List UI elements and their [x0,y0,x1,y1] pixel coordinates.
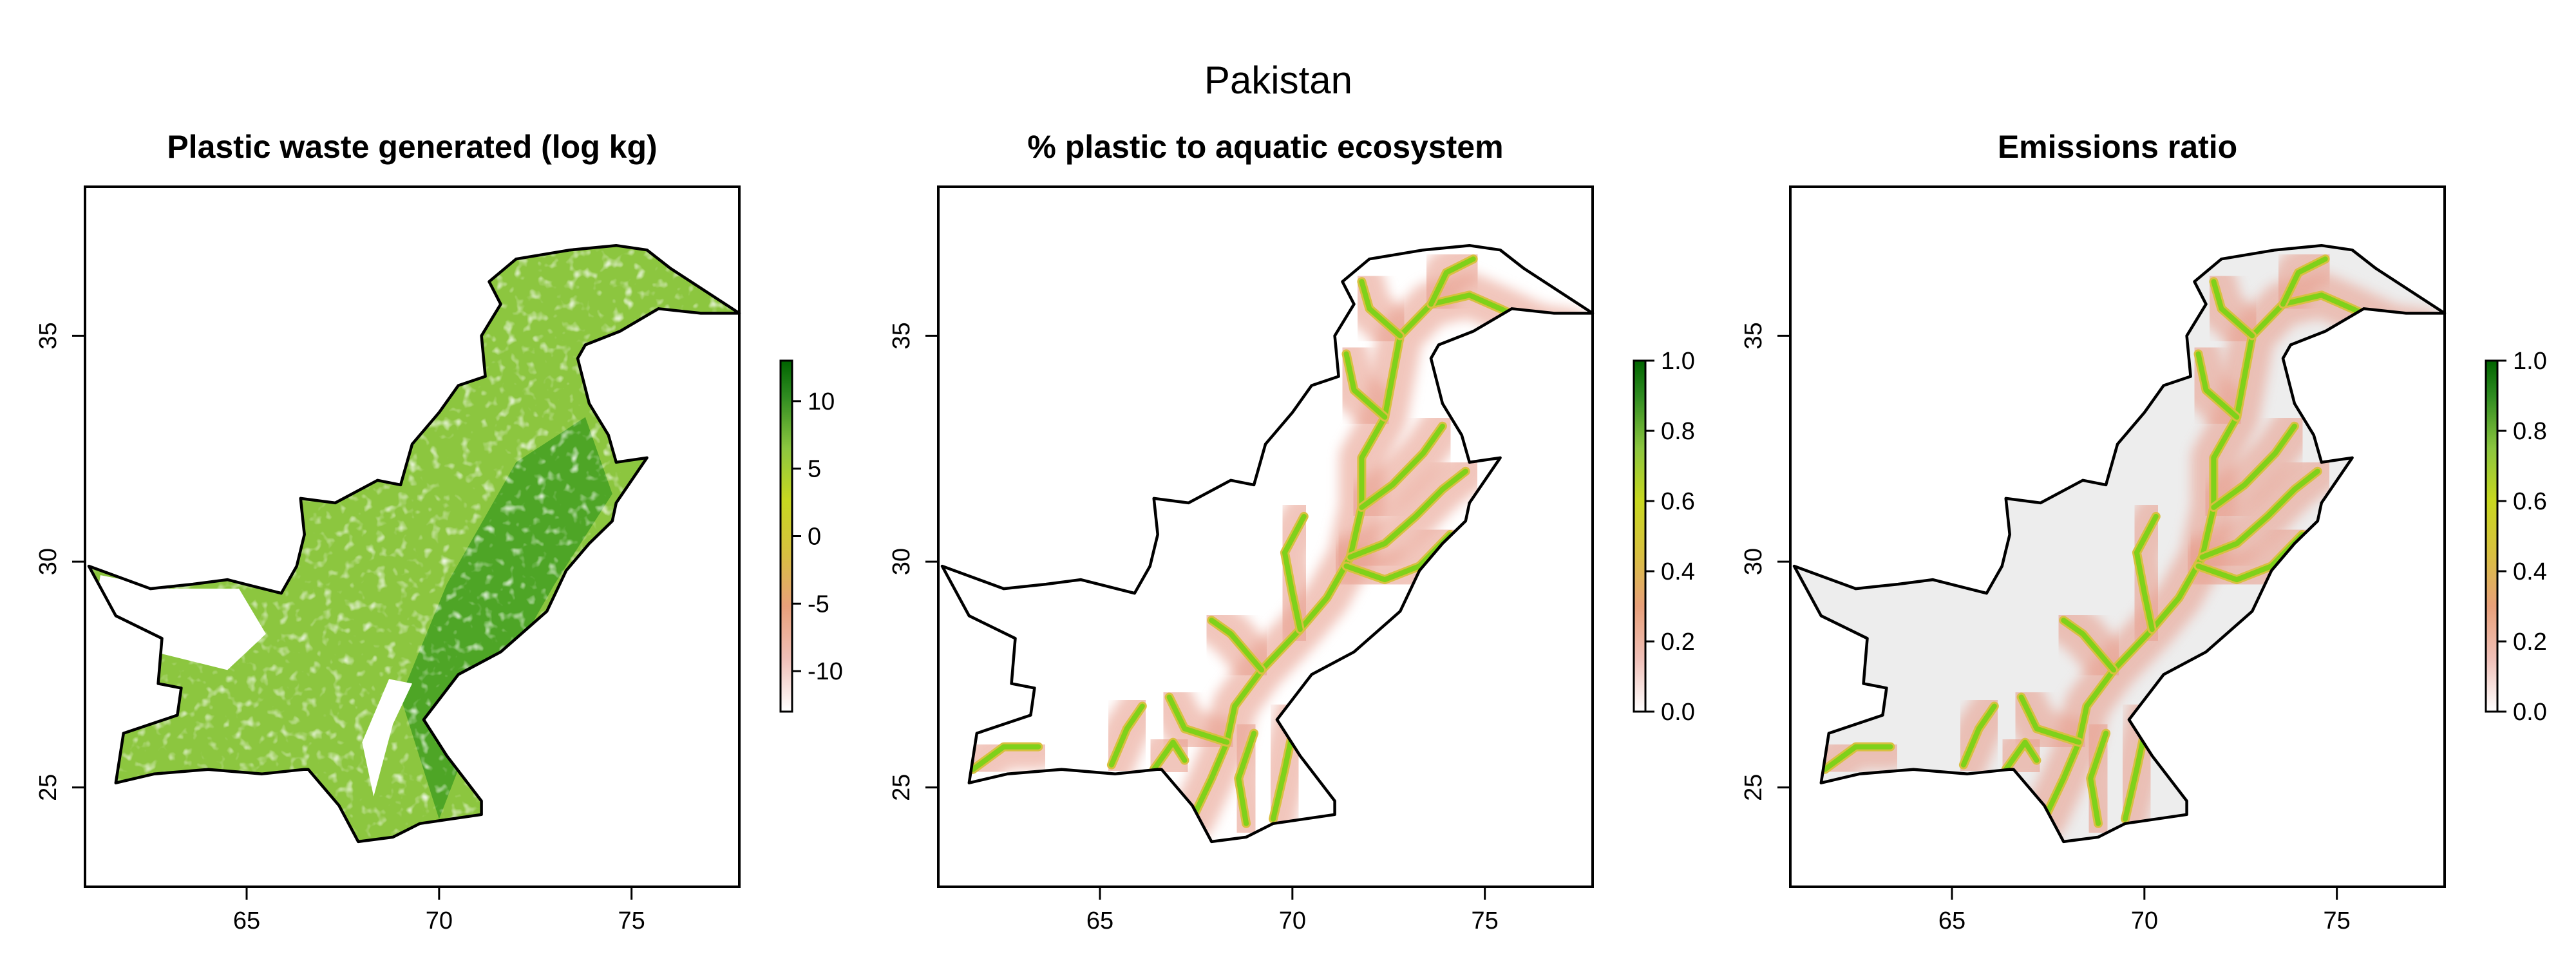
figure-title: Pakistan [1204,59,1352,102]
desert-gap [362,679,412,797]
plot-frame [937,185,1594,888]
legend-tick-label: 0.2 [1661,629,1695,656]
country-border [940,243,1595,844]
panel-1: Plastic waste generated (log kg) 65 70 75 25… [35,129,843,934]
plot-frame [84,185,741,888]
y-tick-label: 30 [888,548,915,575]
legend-tick-label: 0.8 [1661,418,1695,445]
river-line [1108,703,1145,768]
river-line [2088,730,2109,826]
y-tick-label: 25 [888,774,915,801]
river-line [1166,694,1230,745]
legend-tick-label: -10 [808,658,843,685]
legend-colorbar [1633,359,1647,713]
map-raster [89,245,739,842]
legend-tick-label: 1.0 [1661,348,1695,375]
river-line [1359,279,1403,339]
legend-tick-label: 10 [808,388,835,415]
river-line [2003,739,2040,772]
legend-tick-label: 0.0 [2513,699,2547,726]
country-border [1792,243,2447,844]
river-line [1960,703,1997,768]
map-raster [1794,245,2445,842]
river-line [1236,730,1257,826]
river-line [1151,739,1188,772]
x-tick-label: 75 [2324,907,2351,934]
legend-tick-label: 0.8 [2513,418,2547,445]
y-tick-label: 35 [35,322,62,349]
river-line [1343,351,1388,420]
legend-tick-label: 0.2 [2513,629,2547,656]
river-line [2041,292,2425,822]
river-line [2280,256,2328,307]
sparse-areas [89,245,739,842]
x-tick-label: 65 [1938,907,1965,934]
river-line [1822,744,1893,772]
river-line [2211,279,2255,339]
legend-tick-label: 0.0 [1661,699,1695,726]
legend-tick-label: 0 [808,524,821,551]
river-line [1209,618,1264,673]
panels: Plastic waste generated (log kg) 65 70 75 25… [35,129,2547,934]
x-tick-label: 75 [1472,907,1499,934]
legend-tick-label: 1.0 [2513,348,2547,375]
panel-title: Plastic waste generated (log kg) [167,129,657,165]
y-tick-label: 35 [888,322,915,349]
x-tick-label: 65 [1086,907,1113,934]
legend-tick-label: 0.6 [1661,488,1695,515]
river-line [2199,468,2320,560]
river-line [970,744,1041,772]
panel-2: % plastic to aquatic ecosystem 65 70 75 25 30… [888,129,1695,934]
country-border [87,243,741,844]
river-line [1282,513,1307,632]
y-tick-label: 25 [35,774,62,801]
river-line [1428,256,1476,307]
plot-frame [1789,185,2446,888]
y-tick-label: 35 [1740,322,1767,349]
legend-colorbar [2485,359,2499,713]
legend-colorbar [779,359,793,713]
river-line [1359,423,1445,510]
river-line [2134,513,2159,632]
river-line [2195,351,2240,420]
river-line [2018,694,2082,745]
x-tick-label: 65 [233,907,260,934]
legend-tick-label: 0.4 [1661,558,1695,585]
river-line [2061,618,2116,673]
panel-title: % plastic to aquatic ecosystem [1027,129,1503,165]
legend-tick-label: 5 [808,456,821,483]
y-tick-label: 25 [1740,774,1767,801]
desert-gap [93,575,266,670]
x-tick-label: 70 [2131,907,2158,934]
x-tick-label: 75 [618,907,645,934]
river-line [1189,292,1573,822]
x-tick-label: 70 [1279,907,1306,934]
panel-title: Emissions ratio [1998,129,2237,165]
map-raster [950,245,1593,842]
legend-tick-label: 0.4 [2513,558,2547,585]
legend-tick-label: 0.6 [2513,488,2547,515]
river-line [1347,468,1468,560]
y-tick-label: 30 [35,548,62,575]
river-line [2211,423,2297,510]
panel-3: Emissions ratio 65 70 75 25 30 35 1.0 0.8 0.6 0.4 0… [1740,129,2547,934]
x-tick-label: 70 [426,907,453,934]
y-tick-label: 30 [1740,548,1767,575]
legend-tick-label: -5 [808,591,829,618]
